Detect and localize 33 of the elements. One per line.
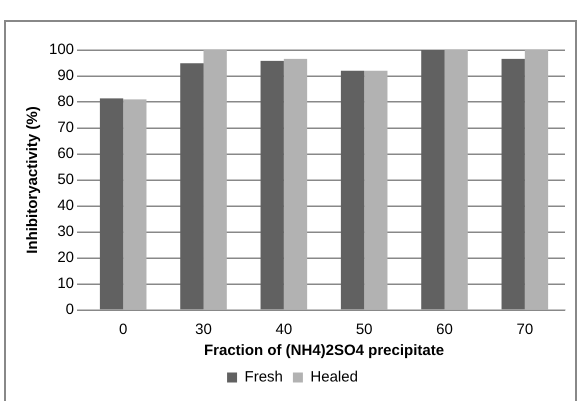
- y-tick-label: 80: [57, 93, 74, 110]
- x-tick-label: 0: [119, 321, 128, 338]
- bar: [180, 63, 204, 310]
- bar: [444, 50, 468, 310]
- y-tick-label: 100: [48, 41, 74, 58]
- x-tick-label: 70: [516, 321, 534, 338]
- y-tick-label: 70: [57, 119, 74, 136]
- y-tick-label: 10: [57, 275, 74, 292]
- x-tick-label: 60: [436, 321, 453, 338]
- bar: [340, 70, 364, 310]
- bar: [260, 60, 284, 310]
- x-tick-label: 40: [276, 321, 292, 338]
- legend-label: Healed: [310, 368, 358, 386]
- y-tick-label: 0: [66, 301, 74, 318]
- bar: [100, 98, 124, 310]
- y-tick-label: 90: [57, 67, 74, 84]
- y-axis-title: Inhibitoryactivity (%): [24, 106, 42, 254]
- bar: [123, 99, 146, 310]
- legend-label: Fresh: [244, 368, 283, 386]
- bar: [524, 50, 548, 310]
- y-tick-label: 60: [57, 145, 74, 162]
- x-axis-title: Fraction of (NH4)2SO4 precipitate: [204, 342, 444, 360]
- y-tick-label: 30: [57, 223, 74, 240]
- bar: [502, 58, 525, 310]
- bar: [364, 70, 388, 310]
- y-tick-label: 20: [57, 249, 74, 266]
- y-tick-label: 50: [57, 171, 74, 188]
- bar: [284, 58, 308, 310]
- bar: [421, 50, 445, 310]
- x-tick-label: 50: [356, 321, 373, 338]
- y-tick-label: 40: [57, 197, 74, 214]
- bar: [204, 50, 227, 310]
- x-tick-label: 30: [195, 321, 212, 338]
